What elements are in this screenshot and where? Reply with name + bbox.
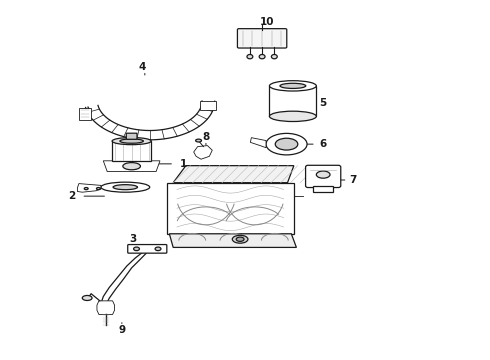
Ellipse shape — [236, 237, 244, 242]
FancyBboxPatch shape — [306, 165, 341, 188]
Polygon shape — [250, 138, 266, 148]
Ellipse shape — [271, 54, 277, 59]
Text: 9: 9 — [118, 325, 125, 335]
Ellipse shape — [266, 134, 307, 155]
Ellipse shape — [280, 83, 306, 89]
Polygon shape — [167, 183, 294, 234]
Ellipse shape — [259, 54, 265, 59]
Ellipse shape — [247, 54, 253, 59]
FancyBboxPatch shape — [200, 101, 216, 110]
Polygon shape — [103, 161, 160, 172]
Bar — [112, 141, 151, 161]
Text: 2: 2 — [68, 191, 75, 201]
Text: 1: 1 — [180, 159, 188, 169]
Ellipse shape — [134, 247, 140, 251]
Polygon shape — [97, 301, 115, 315]
Ellipse shape — [112, 138, 151, 145]
Polygon shape — [170, 234, 296, 247]
Ellipse shape — [97, 188, 100, 190]
Polygon shape — [173, 166, 294, 183]
Ellipse shape — [101, 182, 150, 192]
Text: 10: 10 — [260, 17, 274, 27]
FancyBboxPatch shape — [128, 244, 167, 253]
Ellipse shape — [113, 185, 138, 190]
Ellipse shape — [317, 171, 330, 178]
FancyBboxPatch shape — [126, 133, 137, 139]
Text: 7: 7 — [349, 175, 356, 185]
Bar — [270, 86, 317, 116]
FancyBboxPatch shape — [238, 29, 287, 48]
Ellipse shape — [270, 81, 317, 91]
Ellipse shape — [275, 138, 298, 150]
Polygon shape — [194, 145, 212, 159]
Ellipse shape — [232, 235, 248, 243]
Ellipse shape — [196, 139, 201, 142]
Text: 6: 6 — [319, 139, 327, 149]
Polygon shape — [77, 184, 101, 192]
Ellipse shape — [84, 188, 88, 190]
Ellipse shape — [155, 247, 161, 251]
Text: 8: 8 — [202, 132, 210, 142]
Ellipse shape — [120, 139, 144, 143]
FancyBboxPatch shape — [78, 108, 91, 120]
Text: 5: 5 — [319, 98, 327, 108]
Ellipse shape — [123, 163, 141, 170]
Text: 4: 4 — [139, 62, 146, 72]
Bar — [314, 186, 333, 192]
Text: 3: 3 — [129, 234, 136, 244]
Ellipse shape — [82, 296, 92, 301]
Ellipse shape — [270, 111, 317, 122]
